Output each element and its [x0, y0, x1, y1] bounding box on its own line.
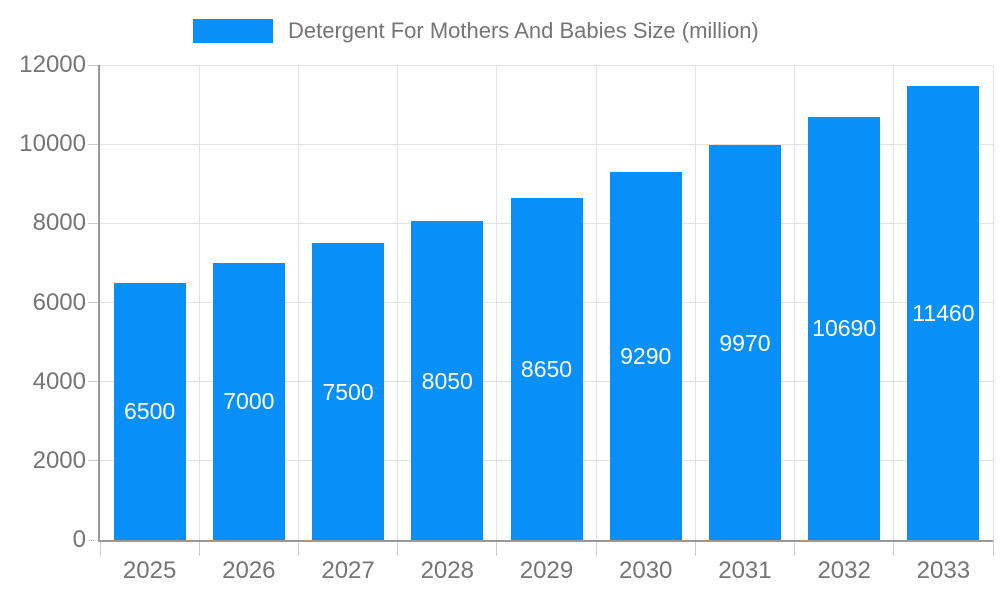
bar [907, 86, 980, 540]
x-axis-tick [694, 540, 696, 556]
x-tick-label: 2025 [122, 557, 177, 584]
h-gridline [100, 64, 993, 66]
v-gridline [496, 65, 498, 540]
h-gridline [100, 143, 993, 145]
bar-value-label: 11460 [912, 300, 975, 327]
x-axis-tick [99, 540, 101, 556]
x-tick-label: 2031 [718, 557, 772, 584]
bar-value-label: 7500 [322, 378, 374, 405]
bar-value-label: 8050 [421, 367, 473, 394]
x-axis-line [98, 540, 993, 542]
x-tick-label: 2028 [420, 557, 474, 584]
y-tick-label: 0 [72, 526, 86, 553]
y-axis-tick [88, 381, 100, 383]
x-tick-label: 2027 [321, 557, 375, 584]
v-gridline [694, 65, 696, 540]
bar-value-label: 6500 [124, 398, 176, 425]
y-axis-tick [88, 143, 100, 145]
x-axis-tick [496, 540, 498, 556]
bar-value-label: 7000 [223, 388, 275, 415]
bar [510, 197, 583, 540]
bar-value-label: 10690 [812, 315, 877, 342]
chart-title: Detergent For Mothers And Babies Size (m… [288, 18, 759, 43]
y-axis-tick [88, 222, 100, 224]
y-axis-tick [88, 539, 100, 541]
y-tick-label: 6000 [32, 288, 86, 316]
y-tick-label: 2000 [32, 446, 86, 474]
y-axis-tick [88, 460, 100, 462]
x-axis-tick [794, 540, 796, 556]
y-axis-tick [88, 302, 100, 303]
bar [411, 221, 484, 540]
v-gridline [992, 65, 994, 540]
x-tick-label: 2029 [519, 557, 574, 584]
y-axis-line [98, 65, 100, 542]
x-axis-tick [198, 540, 200, 556]
bar [708, 145, 781, 540]
v-gridline [595, 65, 597, 540]
v-gridline [297, 65, 299, 540]
bar-value-label: 9970 [719, 329, 771, 356]
bar [808, 116, 881, 540]
y-tick-label: 4000 [32, 367, 86, 395]
x-axis-tick [595, 540, 597, 556]
x-tick-label: 2033 [916, 557, 971, 584]
bar [113, 282, 186, 540]
v-gridline [794, 65, 796, 540]
x-tick-label: 2032 [817, 557, 871, 584]
bar [212, 262, 285, 540]
bar-value-label: 8650 [520, 355, 573, 382]
x-axis-tick [297, 540, 299, 556]
v-gridline [397, 65, 399, 540]
y-tick-label: 8000 [32, 209, 86, 237]
x-axis-tick [397, 540, 399, 556]
bar [609, 172, 682, 540]
y-tick-label: 12000 [19, 51, 86, 78]
legend-swatch [193, 19, 273, 43]
x-axis-tick [992, 540, 994, 556]
y-tick-label: 10000 [19, 130, 86, 158]
y-axis-tick [88, 64, 100, 66]
x-axis-tick [893, 540, 895, 556]
x-tick-label: 2030 [619, 557, 673, 584]
bar-value-label: 9290 [620, 343, 672, 370]
v-gridline [893, 65, 895, 540]
x-tick-label: 2026 [222, 557, 276, 584]
bar [312, 243, 385, 540]
legend-item[interactable]: Detergent For Mothers And Babies Size (m… [193, 19, 759, 43]
v-gridline [198, 65, 200, 540]
